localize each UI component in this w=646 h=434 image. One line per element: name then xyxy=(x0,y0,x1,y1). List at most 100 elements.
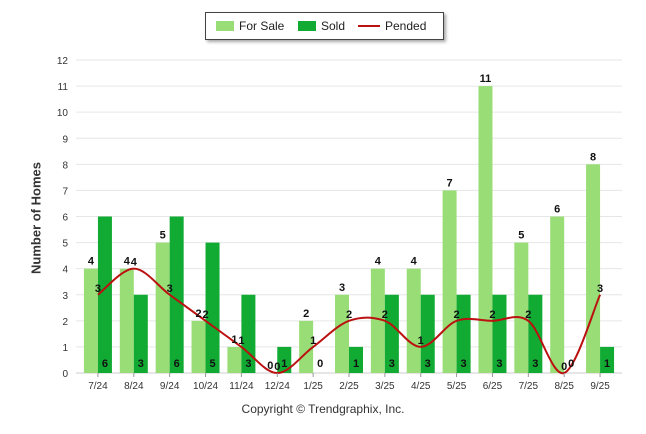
y-tick-label: 3 xyxy=(62,291,68,302)
data-label-for-sale: 0 xyxy=(267,360,273,372)
data-label-sold: 3 xyxy=(138,358,144,370)
bar-sold xyxy=(241,294,256,373)
y-tick-label: 1 xyxy=(62,343,68,354)
for-sale-swatch xyxy=(216,21,234,31)
x-tick-label: 7/24 xyxy=(88,381,108,392)
x-tick-label: 5/25 xyxy=(447,381,467,392)
data-label-sold: 5 xyxy=(209,358,215,370)
data-label-sold: 3 xyxy=(532,358,538,370)
bar-for-sale xyxy=(406,268,421,373)
legend-label-for-sale: For Sale xyxy=(239,19,285,33)
pended-swatch xyxy=(358,25,380,27)
bar-for-sale xyxy=(299,320,314,373)
data-label-for-sale: 4 xyxy=(124,256,131,268)
legend-item-sold[interactable]: Sold xyxy=(298,13,345,39)
x-tick-label: 7/25 xyxy=(519,381,539,392)
data-label-sold: 0 xyxy=(317,358,323,370)
bar-for-sale xyxy=(370,268,385,373)
data-label-sold: 1 xyxy=(353,358,359,370)
data-label-for-sale: 7 xyxy=(447,177,453,189)
data-label-sold: 3 xyxy=(496,358,502,370)
bar-sold xyxy=(169,216,184,373)
data-label-for-sale: 11 xyxy=(480,73,492,85)
bar-sold xyxy=(384,294,399,373)
data-label-pended: 2 xyxy=(382,309,388,321)
bar-sold xyxy=(133,294,148,373)
y-tick-label: 4 xyxy=(62,265,68,276)
data-label-pended: 0 xyxy=(561,361,567,373)
x-tick-label: 9/25 xyxy=(590,381,610,392)
data-label-for-sale: 5 xyxy=(160,230,166,242)
data-label-for-sale: 1 xyxy=(231,334,237,346)
x-tick-label: 8/24 xyxy=(124,381,144,392)
legend-item-for-sale[interactable]: For Sale xyxy=(216,13,284,39)
data-label-for-sale: 4 xyxy=(375,256,382,268)
bar-for-sale xyxy=(83,268,98,373)
bar-sold xyxy=(97,216,112,373)
y-tick-label: 0 xyxy=(62,369,68,380)
data-label-pended: 2 xyxy=(454,309,460,321)
data-label-sold: 3 xyxy=(245,358,251,370)
y-tick-label: 10 xyxy=(57,108,69,119)
y-tick-label: 9 xyxy=(62,134,68,145)
data-label-pended: 2 xyxy=(525,309,531,321)
data-label-pended: 3 xyxy=(167,283,173,295)
bar-for-sale xyxy=(478,86,493,373)
data-label-pended: 4 xyxy=(131,257,138,269)
bars xyxy=(83,86,615,373)
data-label-sold: 3 xyxy=(461,358,467,370)
data-label-for-sale: 2 xyxy=(303,308,309,320)
y-tick-label: 5 xyxy=(62,239,68,250)
x-tick-label: 10/24 xyxy=(193,381,218,392)
bar-sold xyxy=(205,242,220,373)
y-tick-label: 7 xyxy=(62,186,68,197)
x-tick-label: 9/24 xyxy=(160,381,180,392)
x-tick-label: 12/24 xyxy=(265,381,290,392)
data-label-for-sale: 4 xyxy=(411,256,418,268)
legend-item-pended[interactable]: Pended xyxy=(358,13,426,39)
data-label-for-sale: 8 xyxy=(590,151,596,163)
legend-label-pended: Pended xyxy=(385,19,427,33)
bar-for-sale xyxy=(514,242,529,373)
data-label-sold: 1 xyxy=(604,358,610,370)
data-label-pended: 1 xyxy=(310,335,316,347)
y-tick-label: 6 xyxy=(62,213,68,224)
y-axis-label: Number of Homes xyxy=(28,162,44,274)
data-label-for-sale: 3 xyxy=(339,282,345,294)
data-label-sold: 3 xyxy=(389,358,395,370)
legend[interactable]: For Sale Sold Pended xyxy=(205,12,444,40)
data-label-pended: 2 xyxy=(489,309,495,321)
data-label-for-sale: 2 xyxy=(195,308,201,320)
data-label-pended: 0 xyxy=(274,361,280,373)
bar-for-sale xyxy=(550,216,565,373)
data-label-for-sale: 4 xyxy=(88,256,95,268)
data-label-pended: 3 xyxy=(95,283,101,295)
x-tick-label: 3/25 xyxy=(375,381,395,392)
bar-sold xyxy=(277,346,292,373)
bar-for-sale xyxy=(191,320,206,373)
y-tick-label: 2 xyxy=(62,317,68,328)
x-tick-label: 11/24 xyxy=(229,381,254,392)
bar-sold xyxy=(420,294,435,373)
copyright-text: Copyright © Trendgraphix, Inc. xyxy=(241,402,405,416)
data-label-sold: 3 xyxy=(425,358,431,370)
bar-sold xyxy=(492,294,507,373)
data-label-pended: 2 xyxy=(346,309,352,321)
x-tick-label: 2/25 xyxy=(339,381,359,392)
legend-label-sold: Sold xyxy=(321,19,346,33)
bar-for-sale xyxy=(442,190,457,373)
data-label-sold: 6 xyxy=(174,358,180,370)
data-label-sold: 6 xyxy=(102,358,108,370)
pended-series-line xyxy=(97,267,601,375)
data-label-sold: 1 xyxy=(281,358,287,370)
bar-sold xyxy=(456,294,471,373)
bar-sold xyxy=(528,294,543,373)
x-tick-label: 6/25 xyxy=(483,381,503,392)
y-tick-label: 8 xyxy=(62,160,68,171)
bar-for-sale xyxy=(586,164,601,373)
data-label-pended: 1 xyxy=(238,335,244,347)
bar-for-sale xyxy=(155,242,170,373)
